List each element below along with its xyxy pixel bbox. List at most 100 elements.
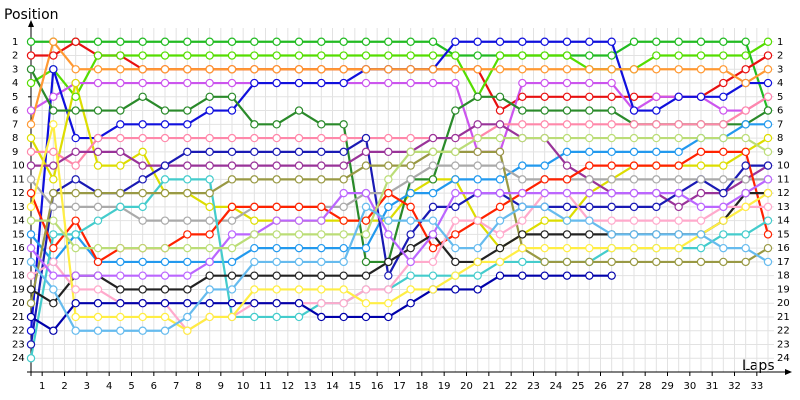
marker — [741, 147, 750, 157]
y-tick-label: 20 — [12, 298, 25, 309]
marker — [317, 257, 326, 267]
marker — [361, 271, 371, 280]
marker — [250, 161, 259, 170]
marker — [183, 257, 192, 267]
marker — [741, 37, 750, 46]
marker — [93, 133, 103, 143]
marker — [763, 243, 773, 253]
marker — [473, 92, 482, 102]
marker — [719, 106, 728, 115]
marker — [406, 133, 415, 143]
marker — [428, 37, 438, 46]
marker — [205, 230, 214, 239]
marker — [607, 216, 616, 225]
marker — [719, 65, 728, 74]
marker — [317, 243, 326, 253]
marker — [562, 133, 572, 143]
marker — [49, 285, 58, 294]
marker — [93, 65, 103, 74]
marker — [562, 257, 572, 267]
x-tick-label: 2 — [61, 381, 67, 392]
marker — [607, 161, 616, 170]
y-tick-label: 5 — [12, 92, 18, 103]
marker — [495, 271, 505, 280]
marker — [428, 188, 438, 198]
y-tick-label: 3 — [12, 64, 18, 75]
marker — [451, 202, 460, 212]
marker — [629, 188, 639, 198]
marker — [71, 326, 80, 335]
marker — [629, 161, 639, 170]
marker — [339, 78, 348, 88]
marker — [294, 37, 304, 46]
marker — [294, 312, 304, 322]
marker — [585, 78, 594, 88]
marker — [652, 188, 661, 198]
marker — [361, 37, 371, 46]
marker — [26, 188, 36, 198]
series-line — [30, 178, 769, 277]
marker — [562, 202, 572, 212]
marker — [406, 78, 415, 88]
marker — [451, 78, 460, 88]
marker — [294, 133, 304, 143]
marker — [652, 230, 661, 239]
marker — [250, 175, 259, 184]
marker — [26, 106, 36, 115]
marker — [674, 65, 683, 74]
marker — [406, 175, 415, 184]
x-tick-label: 29 — [661, 381, 674, 392]
marker — [696, 257, 706, 267]
marker — [339, 175, 348, 184]
marker — [116, 147, 125, 157]
marker — [93, 51, 103, 60]
marker — [138, 326, 147, 335]
y-axis-title: Position — [4, 7, 59, 23]
marker — [26, 133, 36, 143]
marker — [674, 147, 683, 157]
y-tick-label: 22 — [12, 326, 25, 337]
marker — [652, 216, 661, 225]
marker — [361, 51, 371, 60]
marker — [227, 202, 237, 212]
y-tick-label-right: 18 — [777, 271, 790, 282]
marker — [160, 285, 170, 294]
marker — [495, 120, 505, 129]
marker — [339, 51, 348, 60]
marker — [719, 37, 728, 46]
marker — [250, 51, 259, 60]
y-tick-label-right: 10 — [777, 161, 790, 172]
marker — [339, 312, 348, 322]
marker — [250, 216, 259, 225]
marker — [763, 65, 773, 74]
marker — [227, 37, 237, 46]
marker — [160, 326, 170, 335]
marker — [49, 65, 58, 74]
x-tick-label: 1 — [39, 381, 45, 392]
marker — [763, 37, 773, 46]
marker — [183, 299, 192, 308]
marker — [294, 106, 304, 115]
marker — [451, 147, 460, 157]
marker — [227, 299, 237, 308]
marker — [495, 243, 505, 253]
y-tick-label-right: 4 — [777, 78, 783, 89]
marker — [361, 299, 371, 308]
marker — [138, 37, 147, 46]
marker — [540, 230, 549, 239]
marker — [540, 106, 549, 115]
marker — [629, 202, 639, 212]
marker — [317, 202, 326, 212]
marker — [205, 271, 214, 280]
marker — [741, 257, 750, 267]
marker — [138, 120, 147, 129]
marker — [674, 120, 683, 129]
marker — [562, 78, 572, 88]
series-line — [30, 81, 769, 153]
marker — [93, 257, 103, 267]
y-tick-label-right: 24 — [777, 353, 790, 364]
marker — [473, 188, 482, 198]
y-tick-label-right: 22 — [777, 326, 790, 337]
marker — [71, 299, 80, 308]
